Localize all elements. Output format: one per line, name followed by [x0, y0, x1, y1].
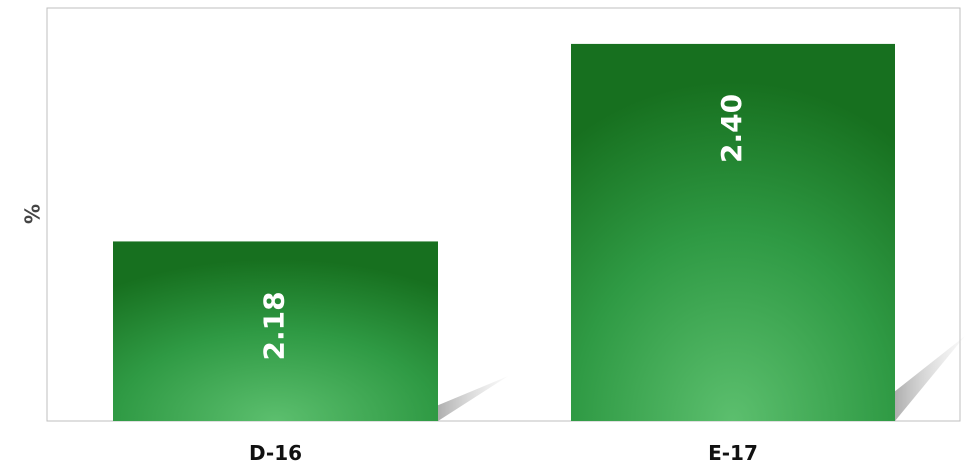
bar-e-17: [571, 43, 895, 421]
bar-d-16: [113, 241, 438, 421]
bar-shadow: [438, 376, 508, 421]
bar-shadow: [895, 336, 965, 421]
data-label: 2.18: [258, 291, 291, 360]
y-axis-label: %: [21, 204, 45, 224]
x-tick-label: D-16: [249, 441, 302, 465]
x-tick-label: E-17: [708, 441, 758, 465]
data-label: 2.40: [715, 94, 748, 163]
